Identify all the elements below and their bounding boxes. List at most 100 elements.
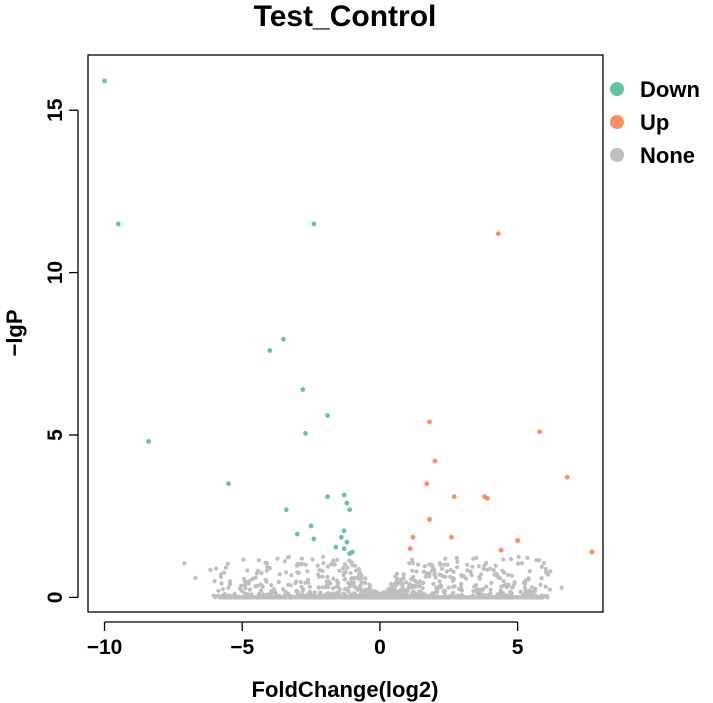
- none-point: [283, 570, 289, 575]
- y-tick-label: 0: [44, 592, 67, 604]
- none-point: [433, 575, 438, 580]
- none-point: [315, 563, 320, 568]
- none-point: [214, 566, 219, 571]
- none-point: [547, 587, 552, 592]
- none-point: [320, 574, 325, 579]
- none-point: [451, 576, 457, 582]
- none-point: [464, 576, 469, 581]
- down-point: [325, 494, 330, 500]
- none-point: [538, 582, 543, 587]
- none-point: [208, 567, 213, 573]
- none-point: [529, 585, 534, 590]
- down-point: [300, 387, 306, 392]
- none-point: [320, 585, 325, 590]
- y-tick-label: 5: [44, 429, 67, 441]
- legend-marker-up: [610, 115, 624, 129]
- chart-title: Test_Control: [254, 0, 437, 33]
- none-point: [474, 555, 479, 560]
- none-point: [410, 590, 415, 595]
- x-axis-label: FoldChange(log2): [252, 677, 439, 702]
- none-point: [342, 577, 347, 582]
- none-point: [241, 557, 246, 562]
- none-point: [477, 591, 482, 596]
- none-point: [216, 588, 221, 593]
- down-point: [102, 78, 107, 84]
- none-point: [455, 559, 460, 564]
- none-point: [427, 562, 432, 567]
- up-point: [589, 549, 595, 555]
- none-point: [289, 573, 294, 578]
- none-point: [519, 561, 525, 566]
- none-point: [355, 575, 360, 580]
- down-point: [226, 481, 231, 487]
- none-point: [410, 583, 415, 588]
- x-tick-label: −5: [230, 636, 254, 659]
- up-point: [424, 481, 430, 487]
- none-point: [496, 591, 501, 597]
- none-point: [427, 574, 432, 579]
- none-point: [364, 587, 369, 592]
- legend-label-none: None: [640, 143, 695, 168]
- up-point: [537, 429, 543, 435]
- none-point: [220, 587, 226, 592]
- none-point: [298, 562, 303, 567]
- none-point: [494, 573, 500, 578]
- none-point: [541, 560, 547, 566]
- none-point: [484, 560, 489, 566]
- up-points-layer: [407, 231, 595, 555]
- none-point: [346, 580, 351, 585]
- none-point: [445, 562, 450, 568]
- none-point: [406, 585, 411, 591]
- up-point: [498, 547, 504, 553]
- none-point: [510, 584, 516, 589]
- down-point: [333, 544, 339, 550]
- none-point: [545, 595, 550, 600]
- none-point: [250, 576, 255, 581]
- none-point: [285, 555, 291, 560]
- down-point: [341, 546, 347, 552]
- none-point: [325, 574, 330, 580]
- none-point: [182, 561, 187, 566]
- none-point: [276, 579, 281, 585]
- none-point: [321, 561, 326, 566]
- none-point: [272, 586, 277, 592]
- legend-marker-none: [610, 148, 624, 162]
- up-point: [495, 231, 501, 237]
- none-point: [537, 558, 542, 563]
- none-point: [437, 579, 442, 584]
- none-point: [543, 566, 549, 571]
- none-point: [386, 587, 391, 592]
- none-point: [348, 570, 353, 576]
- none-point: [305, 577, 311, 583]
- none-point: [409, 557, 415, 562]
- none-point: [225, 561, 230, 566]
- none-point: [407, 561, 412, 566]
- none-point: [260, 584, 265, 589]
- none-point: [459, 581, 464, 587]
- down-point: [311, 221, 317, 227]
- legend-label-up: Up: [640, 110, 669, 135]
- none-point: [526, 577, 531, 582]
- none-point: [299, 584, 304, 590]
- none-point: [410, 568, 415, 573]
- down-point: [338, 534, 344, 540]
- none-point: [516, 561, 521, 566]
- up-point: [427, 419, 432, 425]
- none-point: [404, 580, 409, 585]
- none-point: [259, 588, 264, 593]
- down-point: [303, 430, 308, 436]
- none-point: [347, 558, 352, 563]
- none-point: [559, 585, 564, 590]
- none-point: [351, 583, 357, 589]
- none-point: [516, 554, 521, 560]
- none-point: [527, 569, 532, 574]
- none-point: [451, 590, 456, 595]
- none-point: [504, 584, 509, 590]
- none-point: [371, 589, 376, 594]
- none-point: [212, 579, 217, 584]
- none-point: [307, 584, 312, 589]
- none-point: [400, 581, 406, 587]
- down-point: [283, 507, 289, 513]
- none-point: [420, 586, 425, 591]
- none-point: [439, 566, 445, 571]
